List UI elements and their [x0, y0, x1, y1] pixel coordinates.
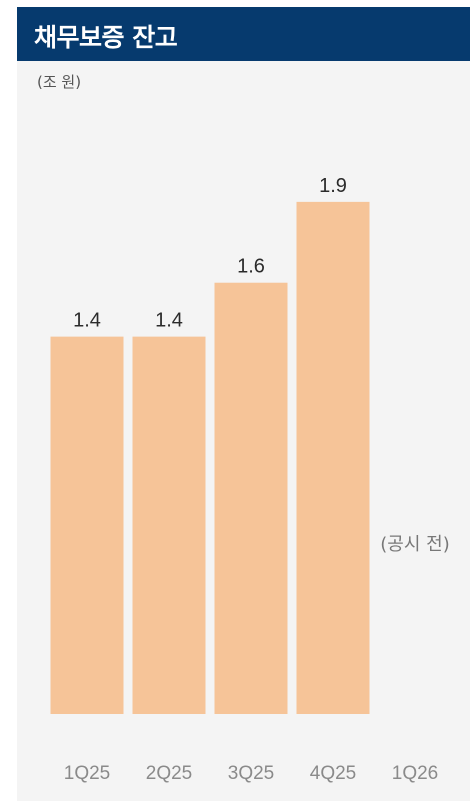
data-label-2q25: 1.4	[155, 310, 183, 332]
x-tick-2q25: 2Q25	[146, 763, 192, 784]
bar-4q25	[296, 201, 370, 714]
bar-2q25	[132, 336, 206, 714]
chart-title: 채무보증 잔고	[34, 23, 178, 52]
x-tick-1q26: 1Q26	[392, 763, 438, 784]
unit-label: (조 원)	[37, 73, 82, 91]
data-label-4q25: 1.9	[319, 175, 347, 197]
chart-header: 채무보증 잔고	[17, 7, 470, 61]
x-tick-3q25: 3Q25	[228, 763, 274, 784]
x-tick-4q25: 4Q25	[310, 763, 356, 784]
data-label-3q25: 1.6	[237, 256, 265, 278]
bar-1q25	[50, 336, 124, 714]
bar-3q25	[214, 282, 288, 714]
data-label-1q25: 1.4	[73, 310, 101, 332]
annotation-pending-disclosure: (공시 전)	[380, 534, 449, 555]
x-tick-1q25: 1Q25	[64, 763, 110, 784]
